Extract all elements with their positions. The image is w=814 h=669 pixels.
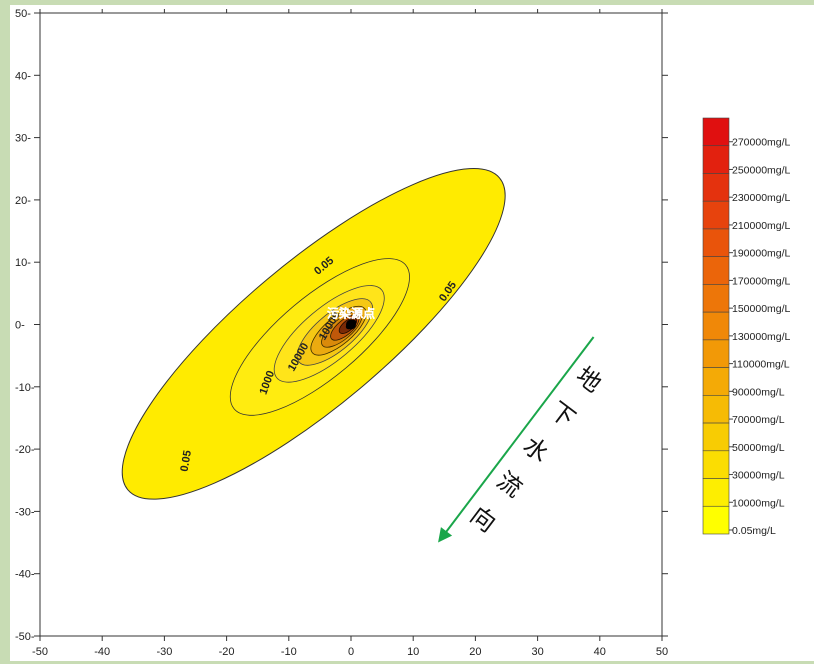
legend-label: 190000mg/L (732, 248, 791, 260)
legend-label: 230000mg/L (732, 192, 791, 204)
x-tick-label: -30 (156, 646, 172, 658)
legend-swatch (702, 450, 730, 479)
legend-swatch (702, 478, 730, 507)
legend-swatch (702, 256, 730, 285)
x-tick-label: -10 (281, 646, 297, 658)
y-tick-label: -10- (15, 382, 35, 394)
x-tick-label: 50 (656, 646, 668, 658)
y-tick-label: -20- (15, 444, 35, 456)
contour-plume (121, 168, 506, 500)
y-tick-label: 10- (15, 257, 31, 269)
x-tick-label: 20 (469, 646, 481, 658)
frame-left (0, 0, 10, 664)
legend-label: 90000mg/L (732, 386, 785, 398)
legend-label: 130000mg/L (732, 331, 791, 343)
legend-label: 210000mg/L (732, 220, 791, 232)
y-tick-label: -50- (15, 631, 35, 643)
y-tick-label: -30- (15, 506, 35, 518)
x-tick-label: -20 (219, 646, 235, 658)
axes: -50 -40 -30 -20 -10 0 10 20 30 40 50 50- 40- 30- 20- 10… (15, 8, 668, 658)
x-tick-label: 0 (348, 646, 354, 658)
contour-label: 0.05 (179, 449, 195, 472)
y-tick-label: -40- (15, 569, 35, 581)
y-tick-label: 40- (15, 70, 31, 82)
source-dot (346, 319, 356, 330)
flow-label-char: 下 (544, 397, 579, 433)
legend-label: 250000mg/L (732, 164, 791, 176)
legend-swatch (702, 367, 730, 396)
legend: 270000mg/L 250000mg/L 230000mg/L 210000mg/L… (702, 117, 791, 537)
legend-swatch (702, 173, 730, 202)
frame-top (0, 0, 814, 5)
legend-swatch (702, 117, 730, 147)
legend-label: 70000mg/L (732, 414, 785, 426)
legend-label: 0.05mg/L (732, 525, 776, 537)
legend-label: 50000mg/L (732, 442, 785, 454)
legend-label: 30000mg/L (732, 470, 785, 482)
legend-label: 10000mg/L (732, 497, 785, 509)
flow-label-char: 向 (465, 502, 500, 538)
frame-bottom (0, 661, 814, 664)
flow-label-char: 水 (518, 432, 553, 468)
source-label: 污染源点 (327, 306, 375, 321)
flow-arrow-head (438, 527, 453, 543)
legend-swatch (702, 395, 730, 424)
legend-label: 150000mg/L (732, 303, 791, 315)
x-tick-label: 30 (531, 646, 543, 658)
legend-swatch (702, 228, 730, 257)
source-point: 污染源点 (327, 305, 375, 330)
y-tick-label: 30- (15, 133, 31, 145)
legend-swatch (702, 200, 730, 230)
y-tick-label: 20- (15, 195, 31, 207)
legend-label: 110000mg/L (732, 359, 790, 371)
legend-swatch (702, 145, 730, 174)
legend-swatch (702, 284, 730, 313)
legend-swatch (702, 339, 730, 368)
flow-label-char: 地 (571, 362, 606, 398)
x-tick-label: 40 (594, 646, 606, 658)
legend-swatch (702, 311, 730, 341)
legend-label: 270000mg/L (732, 137, 791, 149)
y-tick-label: 50- (15, 8, 31, 20)
flow-arrow (444, 336, 595, 535)
legend-swatch (702, 422, 730, 452)
y-tick-label: 0- (15, 320, 25, 332)
flow-label-char: 流 (491, 467, 526, 503)
x-tick-label: 10 (407, 646, 419, 658)
x-tick-label: -40 (94, 646, 110, 658)
legend-swatch (702, 505, 730, 535)
x-tick-label: -50 (32, 646, 48, 658)
legend-label: 170000mg/L (732, 275, 791, 287)
